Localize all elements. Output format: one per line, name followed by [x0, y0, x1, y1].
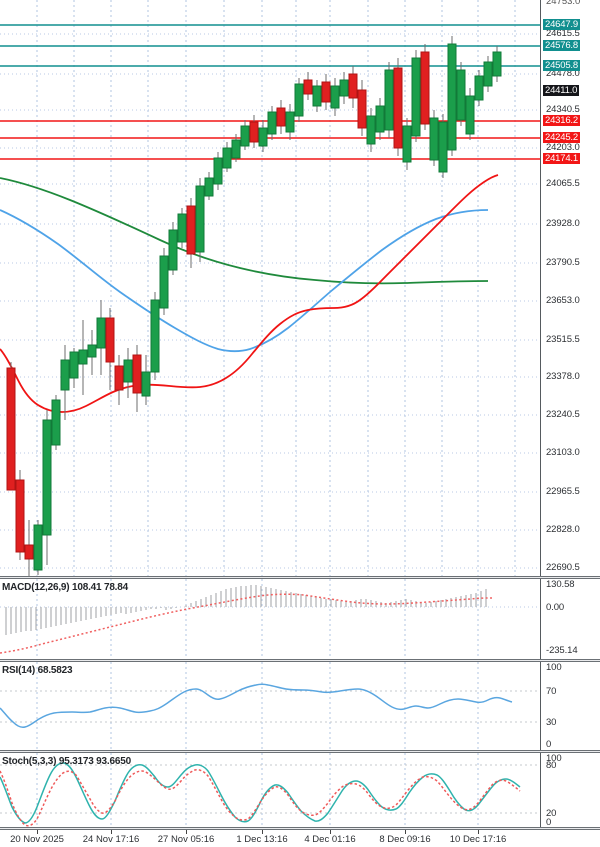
price-plot-svg: [0, 0, 540, 576]
time-tick-mark: [330, 830, 331, 834]
stoch-k-line: [0, 762, 521, 824]
resistance-badge[interactable]: 24576.8: [543, 40, 580, 51]
support-badge[interactable]: 24174.1: [543, 153, 580, 164]
price-tick: 22965.5: [546, 486, 580, 497]
time-tick-label: 20 Nov 2025: [10, 834, 64, 845]
time-tick-label: 1 Dec 13:16: [236, 834, 288, 845]
macd-tick: -235.14: [546, 645, 578, 656]
ma-mid-line: [0, 209, 489, 353]
price-tick: 23103.0: [546, 447, 580, 458]
stoch-tick: 80: [546, 760, 557, 771]
macd-histogram: [5, 585, 487, 635]
price-axis[interactable]: 24753.0 24615.5 24478.0 24340.5 24203.0 …: [540, 0, 600, 576]
time-tick-label: 10 Dec 17:16: [449, 834, 507, 845]
stoch-plot-svg: [0, 753, 540, 830]
price-panel[interactable]: 24753.0 24615.5 24478.0 24340.5 24203.0 …: [0, 0, 600, 576]
price-tick: 22828.0: [546, 524, 580, 535]
stoch-legend: Stoch(5,3,3) 95.3173 93.6650: [2, 756, 131, 767]
price-tick: 23928.0: [546, 218, 580, 229]
stoch-tick: 20: [546, 808, 557, 819]
support-badge[interactable]: 24245.2: [543, 132, 580, 143]
price-tick: 23240.5: [546, 409, 580, 420]
rsi-plot-svg: [0, 662, 540, 750]
stoch-axis[interactable]: 100 80 20 0: [540, 753, 600, 830]
price-tick: 23378.0: [546, 371, 580, 382]
price-tick: 22690.5: [546, 562, 580, 573]
rsi-tick: 30: [546, 717, 557, 728]
time-tick-label: 8 Dec 09:16: [379, 834, 431, 845]
rsi-line: [0, 683, 513, 728]
macd-legend: MACD(12,26,9) 108.41 78.84: [2, 582, 128, 593]
macd-tick: 0.00: [546, 602, 565, 613]
rsi-panel[interactable]: RSI(14) 68.5823 100 70 30 0: [0, 662, 600, 750]
rsi-tick: 0: [546, 739, 552, 750]
macd-plot-area[interactable]: [0, 579, 540, 659]
time-tick-mark: [111, 830, 112, 834]
price-tick: 24065.5: [546, 178, 580, 189]
macd-vertical-gridlines: [36, 579, 479, 659]
time-tick-mark: [478, 830, 479, 834]
time-tick-mark: [186, 830, 187, 834]
stoch-tick: 100: [546, 753, 562, 764]
stoch-panel[interactable]: Stoch(5,3,3) 95.3173 93.6650 100 80 20 0: [0, 753, 600, 830]
panel-separator-stoch: [0, 750, 600, 753]
price-axis-clipped-top: 24753.0: [546, 0, 581, 7]
resistance-lines: [0, 24, 540, 67]
macd-signal-line: [0, 593, 493, 654]
rsi-tick: 70: [546, 686, 557, 697]
stoch-d-line: [0, 769, 521, 827]
time-tick-mark: [37, 830, 38, 834]
rsi-axis[interactable]: 100 70 30 0: [540, 662, 600, 750]
resistance-badge[interactable]: 24505.8: [543, 60, 580, 71]
price-tick: 23790.5: [546, 257, 580, 268]
macd-panel[interactable]: MACD(12,26,9) 108.41 78.84 130.58 0.00 -…: [0, 579, 600, 659]
stoch-plot-area[interactable]: [0, 753, 540, 830]
last-price-badge[interactable]: 24411.0: [543, 85, 580, 96]
resistance-badge[interactable]: 24647.9: [543, 19, 580, 30]
macd-tick: 130.58: [546, 579, 575, 590]
price-tick: 23515.5: [546, 334, 580, 345]
panel-separator-rsi: [0, 659, 600, 662]
candlestick-series: [6, 36, 502, 576]
rsi-legend: RSI(14) 68.5823: [2, 665, 73, 676]
price-plot-area[interactable]: [0, 0, 540, 576]
price-tick: 24340.5: [546, 104, 580, 115]
ma-fast-line: [0, 174, 499, 413]
price-tick: 24615.5: [546, 28, 580, 39]
macd-axis[interactable]: 130.58 0.00 -235.14: [540, 579, 600, 659]
time-axis[interactable]: 20 Nov 2025 24 Nov 17:16 27 Nov 05:16 1 …: [0, 830, 600, 847]
rsi-tick: 100: [546, 662, 562, 673]
time-tick-mark: [262, 830, 263, 834]
time-tick-mark: [405, 830, 406, 834]
panel-separator-macd: [0, 576, 600, 579]
rsi-plot-area[interactable]: [0, 662, 540, 750]
candle-bodies: [6, 43, 502, 571]
time-tick-label: 27 Nov 05:16: [157, 834, 215, 845]
ma-slow-line: [0, 177, 489, 285]
time-tick-label: 4 Dec 01:16: [304, 834, 356, 845]
vertical-gridlines: [36, 0, 516, 576]
price-tick: 24478.0: [546, 68, 580, 79]
time-tick-label: 24 Nov 17:16: [82, 834, 140, 845]
stoch-tick: 0: [546, 817, 552, 828]
support-badge[interactable]: 24316.2: [543, 115, 580, 126]
panel-separator-timeaxis: [0, 827, 600, 830]
macd-plot-svg: [0, 579, 540, 659]
price-tick: 23653.0: [546, 295, 580, 306]
price-tick: 24203.0: [546, 142, 580, 153]
